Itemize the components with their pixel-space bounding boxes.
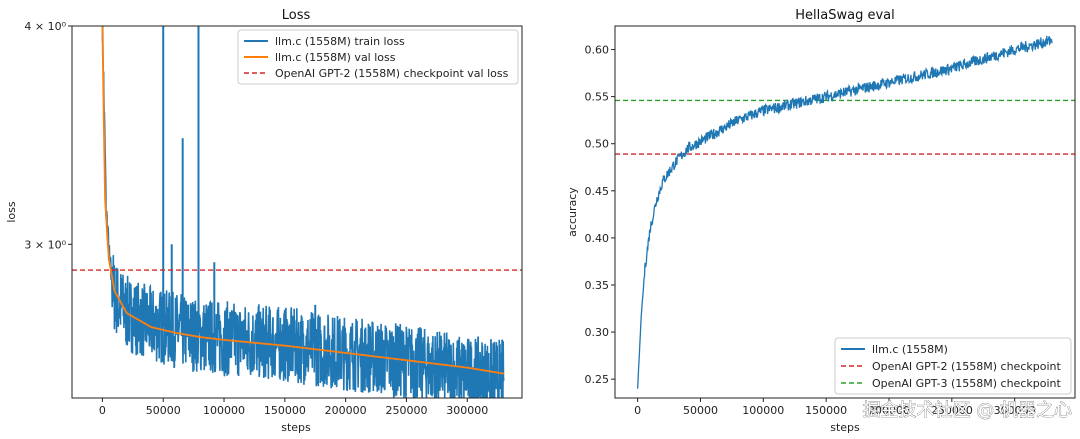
x-tick-label: 200000	[868, 404, 910, 417]
llmc-accuracy-line	[636, 35, 1053, 389]
legend-val-loss: llm.c (1558M) val loss	[275, 51, 396, 64]
legend-train-loss: llm.c (1558M) train loss	[275, 35, 405, 48]
legend-llmc: llm.c (1558M)	[872, 343, 948, 356]
hellaswag-y-axis-label: accuracy	[566, 187, 579, 237]
loss-legend: llm.c (1558M) train loss llm.c (1558M) v…	[237, 29, 519, 85]
y-tick-label: 0.45	[585, 185, 610, 198]
train-loss-line	[101, 26, 505, 398]
legend-gpt3-checkpoint: OpenAI GPT-3 (1558M) checkpoint	[872, 377, 1061, 390]
loss-x-axis-label: steps	[281, 421, 311, 434]
x-tick-label: 100000	[203, 404, 245, 417]
x-tick-label: 50000	[146, 404, 181, 417]
loss-plot-area	[72, 26, 522, 398]
y-tick-label: 0.55	[585, 91, 610, 104]
hellaswag-chart-title: HellaSwag eval	[795, 8, 894, 23]
y-tick-label: 0.35	[585, 279, 610, 292]
x-tick-label: 300000	[994, 404, 1036, 417]
hellaswag-x-axis-label: steps	[830, 421, 860, 434]
x-tick-label: 250000	[931, 404, 973, 417]
loss-chart-title: Loss	[282, 8, 311, 23]
loss-chart: Loss steps loss 0 50000 100000 150000 200000…	[5, 8, 523, 434]
x-tick-label: 250000	[385, 404, 427, 417]
hellaswag-axes-frame	[614, 25, 1076, 399]
y-tick-label: 0.30	[585, 326, 610, 339]
watermark: 掘金技术社区 @ 机器之心	[863, 400, 1072, 421]
loss-legend-box	[237, 29, 519, 85]
x-tick-label: 50000	[683, 404, 718, 417]
x-tick-label: 0	[634, 404, 641, 417]
loss-axes-frame	[71, 25, 523, 399]
hellaswag-legend: llm.c (1558M) OpenAI GPT-2 (1558M) check…	[834, 337, 1072, 395]
loss-y-axis-label: loss	[5, 201, 18, 223]
val-loss-line	[101, 26, 504, 375]
y-tick-label: 3 × 10⁰	[24, 238, 66, 251]
y-tick-label: 4 × 10⁰	[24, 20, 66, 33]
y-tick-label: 0.60	[585, 44, 610, 57]
y-tick-label: 0.25	[585, 373, 610, 386]
y-tick-label: 0.40	[585, 232, 610, 245]
hellaswag-x-ticks: 0 50000 100000 150000 200000 250000 300000	[634, 398, 1036, 417]
hellaswag-chart: HellaSwag eval steps accuracy 0 50000 1000…	[566, 8, 1076, 434]
x-tick-label: 0	[99, 404, 106, 417]
x-tick-label: 150000	[264, 404, 306, 417]
hellaswag-legend-box	[834, 337, 1072, 395]
loss-y-ticks: 3 × 10⁰ 4 × 10⁰	[24, 20, 72, 251]
hellaswag-y-ticks: 0.25 0.30 0.35 0.40 0.45 0.50 0.55 0.60	[585, 44, 615, 386]
x-tick-label: 100000	[742, 404, 784, 417]
hellaswag-plot-area	[615, 35, 1075, 389]
legend-gpt2-val-loss: OpenAI GPT-2 (1558M) checkpoint val loss	[275, 67, 509, 80]
x-tick-label: 300000	[446, 404, 488, 417]
y-tick-label: 0.50	[585, 138, 610, 151]
loss-x-ticks: 0 50000 100000 150000 200000 250000 300000	[99, 398, 488, 417]
x-tick-label: 150000	[805, 404, 847, 417]
x-tick-label: 200000	[325, 404, 367, 417]
legend-gpt2-checkpoint: OpenAI GPT-2 (1558M) checkpoint	[872, 360, 1061, 373]
